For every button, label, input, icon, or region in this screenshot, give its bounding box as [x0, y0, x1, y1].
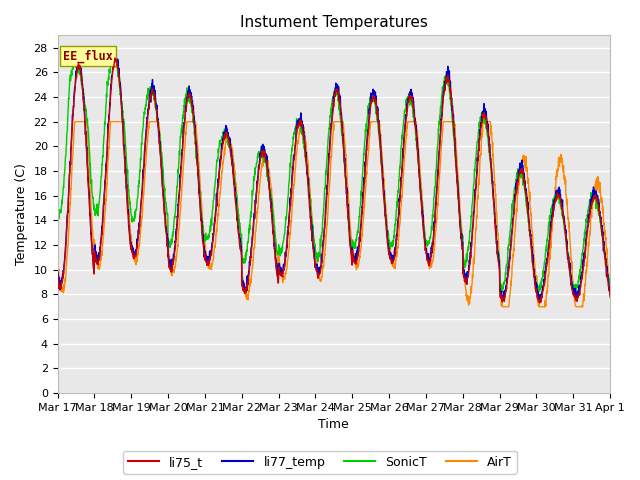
- Title: Instument Temperatures: Instument Temperatures: [240, 15, 428, 30]
- Y-axis label: Temperature (C): Temperature (C): [15, 163, 28, 265]
- Legend: li75_t, li77_temp, SonicT, AirT: li75_t, li77_temp, SonicT, AirT: [123, 451, 517, 474]
- Text: EE_flux: EE_flux: [63, 49, 113, 63]
- X-axis label: Time: Time: [319, 419, 349, 432]
